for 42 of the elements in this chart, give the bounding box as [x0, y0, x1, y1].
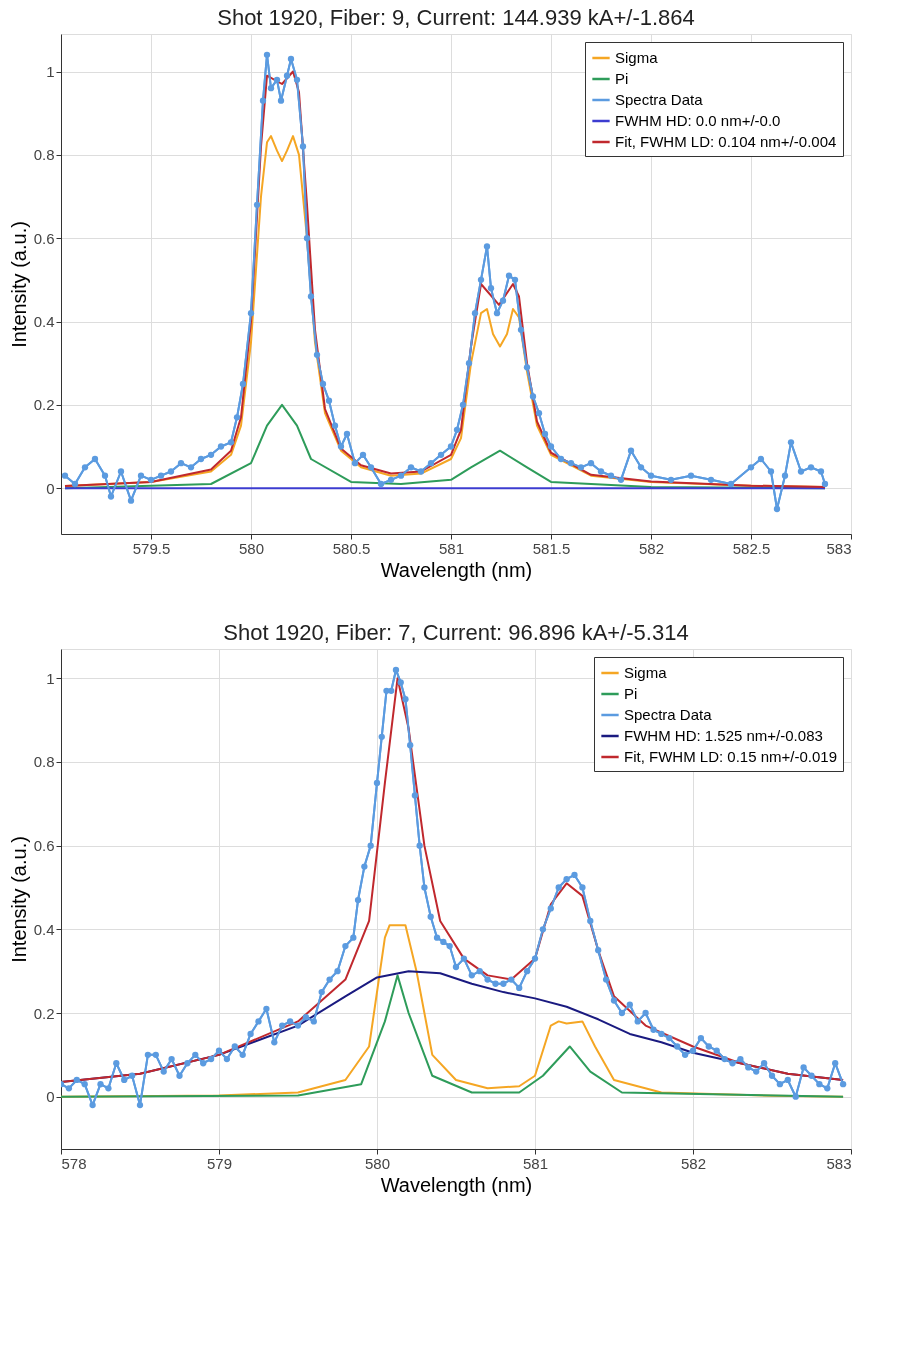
x-tick-label: 583	[826, 539, 852, 557]
legend-label: Pi	[624, 685, 638, 702]
legend-label: Sigma	[615, 49, 659, 66]
y-axis-title: Intensity (a.u.)	[7, 221, 30, 348]
y-tick-label: 0.8	[33, 753, 55, 771]
legend-label: FWHM HD: 1.525 nm+/-0.083	[624, 727, 823, 744]
x-tick-label: 582.5	[732, 539, 771, 557]
x-tick-label: 579.5	[132, 539, 171, 557]
x-axis-title: Wavelength (nm)	[380, 1173, 533, 1196]
chart-title: Shot 1920, Fiber: 9, Current: 144.939 kA+/-1.864	[217, 5, 695, 30]
y-tick-label: 0.4	[33, 313, 55, 330]
legend-label: Sigma	[624, 664, 668, 681]
chart-title: Shot 1920, Fiber: 7, Current: 96.896 kA+/-5.314	[223, 620, 689, 645]
legend-label: Fit, FWHM LD: 0.104 nm+/-0.004	[615, 133, 837, 150]
x-tick-label: 581	[438, 539, 465, 557]
x-tick-label: 582	[638, 539, 665, 557]
y-tick-label: 0.8	[33, 146, 55, 164]
legend-label: FWHM HD: 0.0 nm+/-0.0	[615, 112, 781, 129]
legend-label: Spectra Data	[615, 91, 704, 108]
y-axis-title: Intensity (a.u.)	[7, 836, 30, 963]
x-tick-label: 578	[61, 1154, 87, 1172]
x-axis-title: Wavelength (nm)	[380, 558, 533, 581]
x-tick-label: 579	[206, 1154, 233, 1172]
x-tick-label: 581	[522, 1154, 549, 1172]
y-tick-label: 0.6	[33, 229, 55, 247]
x-tick-label: 580	[364, 1154, 391, 1172]
y-tick-label: 0.2	[33, 1004, 55, 1022]
legend-label: Spectra Data	[624, 706, 713, 723]
legend-label: Fit, FWHM LD: 0.15 nm+/-0.019	[624, 748, 837, 765]
y-tick-label: 0.6	[33, 837, 55, 855]
x-tick-label: 580	[238, 539, 265, 557]
x-tick-label: 581.5	[532, 539, 571, 557]
y-tick-label: 0	[46, 1088, 55, 1106]
y-tick-label: 1	[46, 669, 55, 687]
x-tick-label: 582	[680, 1154, 707, 1172]
y-tick-label: 0.4	[33, 920, 55, 938]
y-tick-label: 1	[46, 63, 55, 80]
legend-label: Pi	[615, 70, 629, 87]
x-tick-label: 580.5	[332, 539, 371, 557]
y-tick-label: 0	[46, 479, 55, 497]
y-tick-label: 0.2	[33, 396, 55, 414]
x-tick-label: 583	[826, 1154, 852, 1172]
